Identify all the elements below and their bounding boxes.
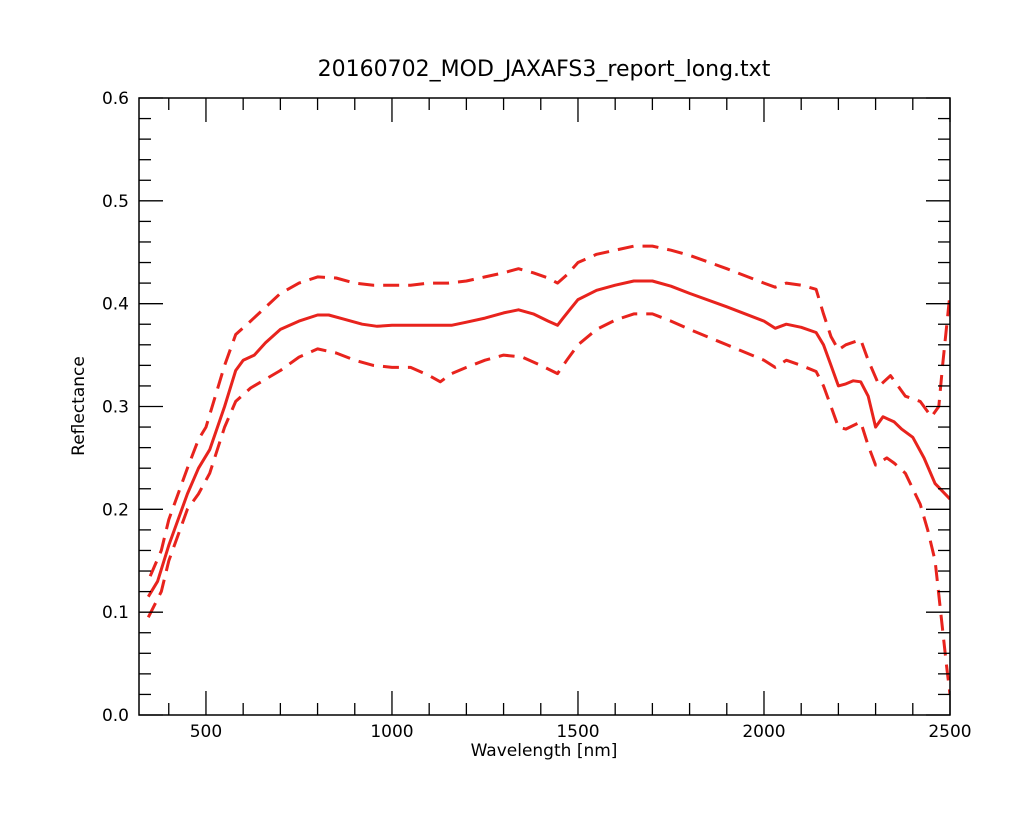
upper-bound-dashed-line [148, 244, 950, 577]
y-tick-label: 0.1 [102, 603, 129, 623]
plot-frame [138, 97, 951, 716]
x-tick-label: 2500 [928, 722, 971, 742]
x-tick-label: 1000 [370, 722, 413, 742]
x-axis-label: Wavelength [nm] [471, 741, 618, 761]
plot-area [146, 244, 950, 695]
mean-solid-line [147, 279, 950, 598]
axis-ticks: 500 1000 1500 2000 2500 0.0 0.1 0.2 0.3 0.4 0.5 0.6 [102, 89, 972, 742]
x-tick-label: 2000 [742, 722, 785, 742]
y-tick-label: 0.0 [102, 706, 129, 726]
x-tick-label: 1500 [556, 722, 599, 742]
y-tick-label: 0.4 [102, 295, 129, 315]
x-tick-label: 500 [190, 722, 222, 742]
lower-bound-dashed-line [146, 312, 950, 695]
y-tick-label: 0.2 [102, 500, 129, 520]
y-tick-label: 0.6 [102, 89, 129, 109]
y-axis-label: Reflectance [69, 356, 89, 456]
chart-title: 20160702_MOD_JAXAFS3_report_long.txt [318, 57, 771, 82]
y-tick-label: 0.5 [102, 192, 129, 212]
y-tick-label: 0.3 [102, 398, 129, 418]
